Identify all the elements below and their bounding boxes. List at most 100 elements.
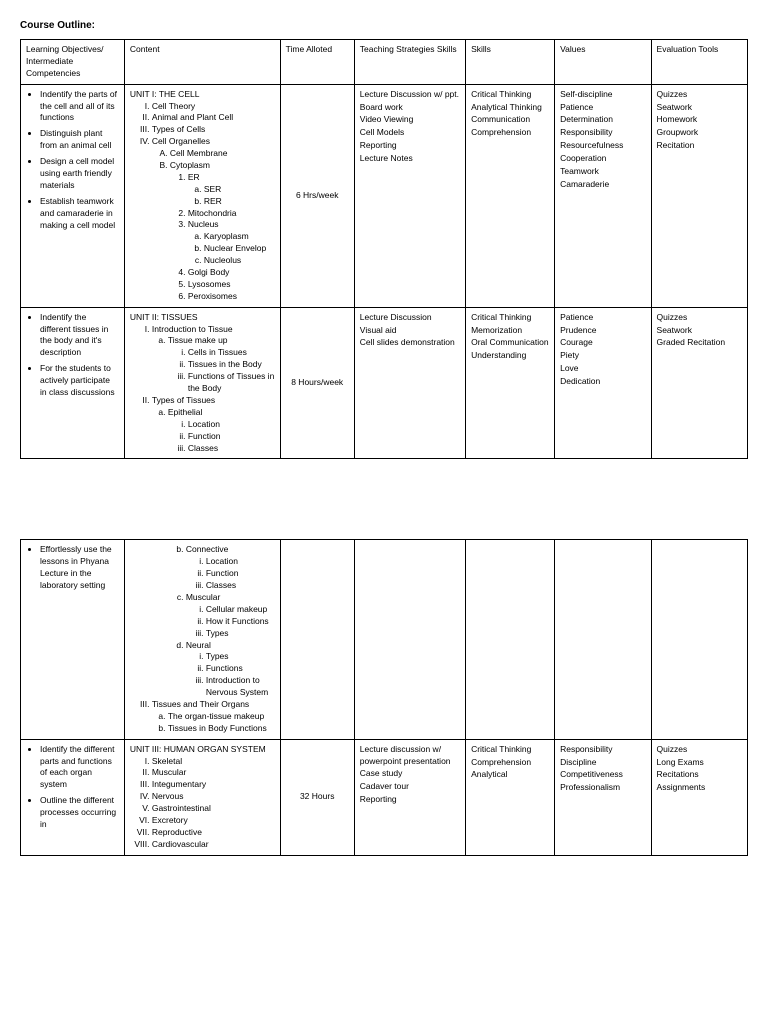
value-item: Teamwork	[560, 166, 645, 178]
eval-item: Recitations	[657, 769, 742, 781]
value-item: Competitiveness	[560, 769, 645, 781]
content-subitem: SER	[204, 184, 275, 196]
header-content: Content	[124, 40, 280, 85]
teaching-item: Visual aid	[360, 325, 460, 337]
header-objectives: Learning Objectives/ Intermediate Compet…	[21, 40, 125, 85]
value-item: Courage	[560, 337, 645, 349]
teaching-item: Lecture discussion w/ powerpoint present…	[360, 744, 460, 768]
objective-item: Identify the different parts and functio…	[40, 744, 119, 792]
content-subitem: RER	[204, 196, 275, 208]
teaching-item: Cell Models	[360, 127, 460, 139]
values-cell: Self-discipline Patience Determination R…	[555, 84, 651, 307]
eval-item: Seatwork	[657, 325, 742, 337]
content-subitem: Nucleus Karyoplasm Nuclear Envelop Nucle…	[188, 219, 275, 267]
course-outline-table-continued: Effortlessly use the lessons in Phyana L…	[20, 539, 748, 855]
objectives-cell: Indentify the different tissues in the b…	[21, 307, 125, 459]
eval-item: Homework	[657, 114, 742, 126]
value-item: Responsibility	[560, 744, 645, 756]
objective-item: Indentify the parts of the cell and all …	[40, 89, 119, 125]
objectives-cell: Effortlessly use the lessons in Phyana L…	[21, 540, 125, 739]
teaching-item: Board work	[360, 102, 460, 114]
eval-item: Quizzes	[657, 744, 742, 756]
content-subitem: Location	[206, 556, 275, 568]
header-teaching: Teaching Strategies Skills	[354, 40, 465, 85]
objective-item: Design a cell model using earth friendly…	[40, 156, 119, 192]
objective-item: Distinguish plant from an animal cell	[40, 128, 119, 152]
content-subitem: Introduction to Nervous System	[206, 675, 275, 699]
content-subitem: Types	[206, 628, 275, 640]
content-subitem: Functions of Tissues in the Body	[188, 371, 275, 395]
content-subitem: Types	[206, 651, 275, 663]
content-cell: UNIT III: HUMAN ORGAN SYSTEM Skeletal Mu…	[124, 739, 280, 855]
table-header-row: Learning Objectives/ Intermediate Compet…	[21, 40, 748, 85]
teaching-item: Lecture Discussion w/ ppt.	[360, 89, 460, 101]
header-skills: Skills	[466, 40, 555, 85]
content-item: Introduction to Tissue Tissue make up Ce…	[152, 324, 275, 395]
content-item: Cell Theory	[152, 101, 275, 113]
content-subitem: Epithelial Location Function Classes	[168, 407, 275, 455]
content-subitem: Tissues in the Body	[188, 359, 275, 371]
eval-item: Recitation	[657, 140, 742, 152]
content-item: Animal and Plant Cell	[152, 112, 275, 124]
content-subitem: Lysosomes	[188, 279, 275, 291]
unit-title: UNIT I: THE CELL	[130, 89, 275, 101]
teaching-cell: Lecture discussion w/ powerpoint present…	[354, 739, 465, 855]
teaching-cell: Lecture Discussion Visual aid Cell slide…	[354, 307, 465, 459]
content-subitem: Muscular Cellular makeup How it Function…	[186, 592, 275, 640]
skill-item: Memorization	[471, 325, 549, 337]
value-item: Patience	[560, 312, 645, 324]
content-item: Cardiovascular	[152, 839, 275, 851]
skills-cell: Critical Thinking Comprehension Analytic…	[466, 739, 555, 855]
content-subitem: Tissue make up Cells in Tissues Tissues …	[168, 335, 275, 394]
content-item: Skeletal	[152, 756, 275, 768]
teaching-item: Cadaver tour	[360, 781, 460, 793]
content-item: Reproductive	[152, 827, 275, 839]
content-subitem: Cellular makeup	[206, 604, 275, 616]
eval-item: Long Exams	[657, 757, 742, 769]
values-cell	[555, 540, 651, 739]
skill-item: Critical Thinking	[471, 744, 549, 756]
content-subitem: Function	[206, 568, 275, 580]
content-item: Integumentary	[152, 779, 275, 791]
content-item: Muscular	[152, 767, 275, 779]
content-subitem: Classes	[188, 443, 275, 455]
content-subitem: Location	[188, 419, 275, 431]
content-subitem: Nuclear Envelop	[204, 243, 275, 255]
value-item: Prudence	[560, 325, 645, 337]
skill-item: Communication	[471, 114, 549, 126]
content-item: Types of Tissues Epithelial Location Fun…	[152, 395, 275, 454]
content-subitem: The organ-tissue makeup	[168, 711, 275, 723]
value-item: Discipline	[560, 757, 645, 769]
value-item: Self-discipline	[560, 89, 645, 101]
values-cell: Patience Prudence Courage Piety Love Ded…	[555, 307, 651, 459]
content-item: Cell Organelles Cell Membrane Cytoplasm …	[152, 136, 275, 302]
value-item: Responsibility	[560, 127, 645, 139]
skills-cell: Critical Thinking Memorization Oral Comm…	[466, 307, 555, 459]
evaluation-cell: Quizzes Seatwork Homework Groupwork Reci…	[651, 84, 747, 307]
content-cell: UNIT I: THE CELL Cell Theory Animal and …	[124, 84, 280, 307]
content-cell: Connective Location Function Classes Mus…	[124, 540, 280, 739]
skills-cell	[466, 540, 555, 739]
teaching-item: Cell slides demonstration	[360, 337, 460, 349]
content-subitem: Golgi Body	[188, 267, 275, 279]
content-item: Excretory	[152, 815, 275, 827]
value-item: Love	[560, 363, 645, 375]
value-item: Cooperation	[560, 153, 645, 165]
value-item: Piety	[560, 350, 645, 362]
header-values: Values	[555, 40, 651, 85]
content-subitem: Mitochondria	[188, 208, 275, 220]
content-subitem: Neural Types Functions Introduction to N…	[186, 640, 275, 699]
content-subitem: Classes	[206, 580, 275, 592]
content-cell: UNIT II: TISSUES Introduction to Tissue …	[124, 307, 280, 459]
teaching-cell: Lecture Discussion w/ ppt. Board work Vi…	[354, 84, 465, 307]
teaching-item: Reporting	[360, 794, 460, 806]
objectives-cell: Indentify the parts of the cell and all …	[21, 84, 125, 307]
objective-item: For the students to actively participate…	[40, 363, 119, 399]
time-cell: 32 Hours	[280, 739, 354, 855]
content-subitem: Cytoplasm ER SER RER Mitochondria	[170, 160, 275, 303]
header-time: Time Alloted	[280, 40, 354, 85]
eval-item: Seatwork	[657, 102, 742, 114]
skill-item: Analytical	[471, 769, 549, 781]
time-cell: 8 Hours/week	[280, 307, 354, 459]
header-evaluation: Evaluation Tools	[651, 40, 747, 85]
